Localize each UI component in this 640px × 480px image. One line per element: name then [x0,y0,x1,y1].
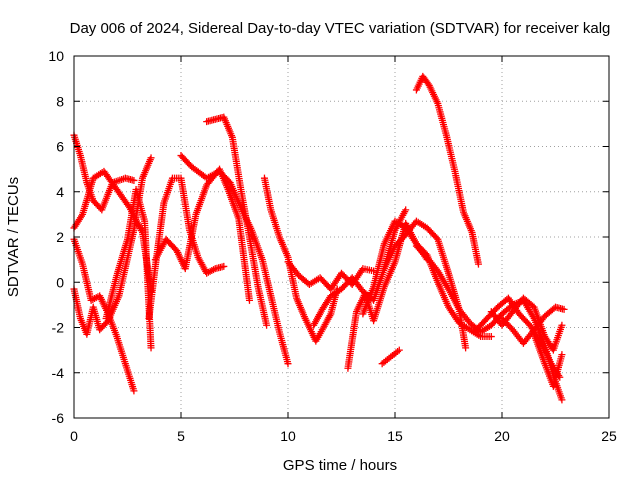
grid-lines [74,56,609,418]
data-point-marker [147,344,155,352]
x-tick-label: 20 [494,428,510,444]
series-track-9 [203,113,271,329]
axis-ticks [73,55,610,419]
data-point-marker [245,296,253,304]
chart-title: Day 006 of 2024, Sidereal Day-to-day VTE… [70,20,611,37]
data-point-marker [130,387,138,395]
data-point-marker [558,321,566,329]
data-point-marker [395,346,403,354]
series-track-14 [378,346,403,368]
x-axis-label: GPS time / hours [283,457,397,474]
data-point-marker [124,202,132,210]
data-point-marker [284,360,292,368]
y-tick-label: 10 [48,48,64,64]
data-point-marker [558,351,566,359]
x-tick-label: 5 [177,428,185,444]
series-track-16 [380,217,470,352]
x-tick-label: 25 [601,428,617,444]
data-point-marker [558,396,566,404]
y-tick-label: 6 [56,139,64,155]
data-point-marker [402,206,410,214]
x-tick-labels: 0 5 10 15 20 25 [70,428,617,444]
data-point-marker [130,176,138,184]
y-tick-label: 4 [56,184,64,200]
x-tick-label: 15 [387,428,403,444]
y-tick-label: -2 [52,320,65,336]
y-tick-label: 0 [56,274,64,290]
data-point-marker [560,305,568,313]
y-axis-label: SDTVAR / TECUs [5,177,22,297]
data-point-marker [487,333,495,341]
data-markers [70,72,568,404]
data-point-marker [474,260,482,268]
data-point-marker [462,344,470,352]
y-tick-label: -4 [52,365,65,381]
y-tick-label: -6 [52,410,65,426]
data-point-marker [147,154,155,162]
series-track-22 [530,330,566,390]
y-tick-label: 2 [56,229,64,245]
series-track-11 [284,258,378,293]
y-tick-labels: -6 -4 -2 0 2 4 6 8 10 [48,48,64,426]
series-track-8 [177,152,292,368]
data-point-marker [220,262,228,270]
series-track-10 [260,174,341,345]
x-tick-label: 10 [280,428,296,444]
x-tick-label: 0 [70,428,78,444]
data-point-marker [263,321,271,329]
y-tick-label: 8 [56,93,64,109]
series-track-17 [412,72,482,268]
